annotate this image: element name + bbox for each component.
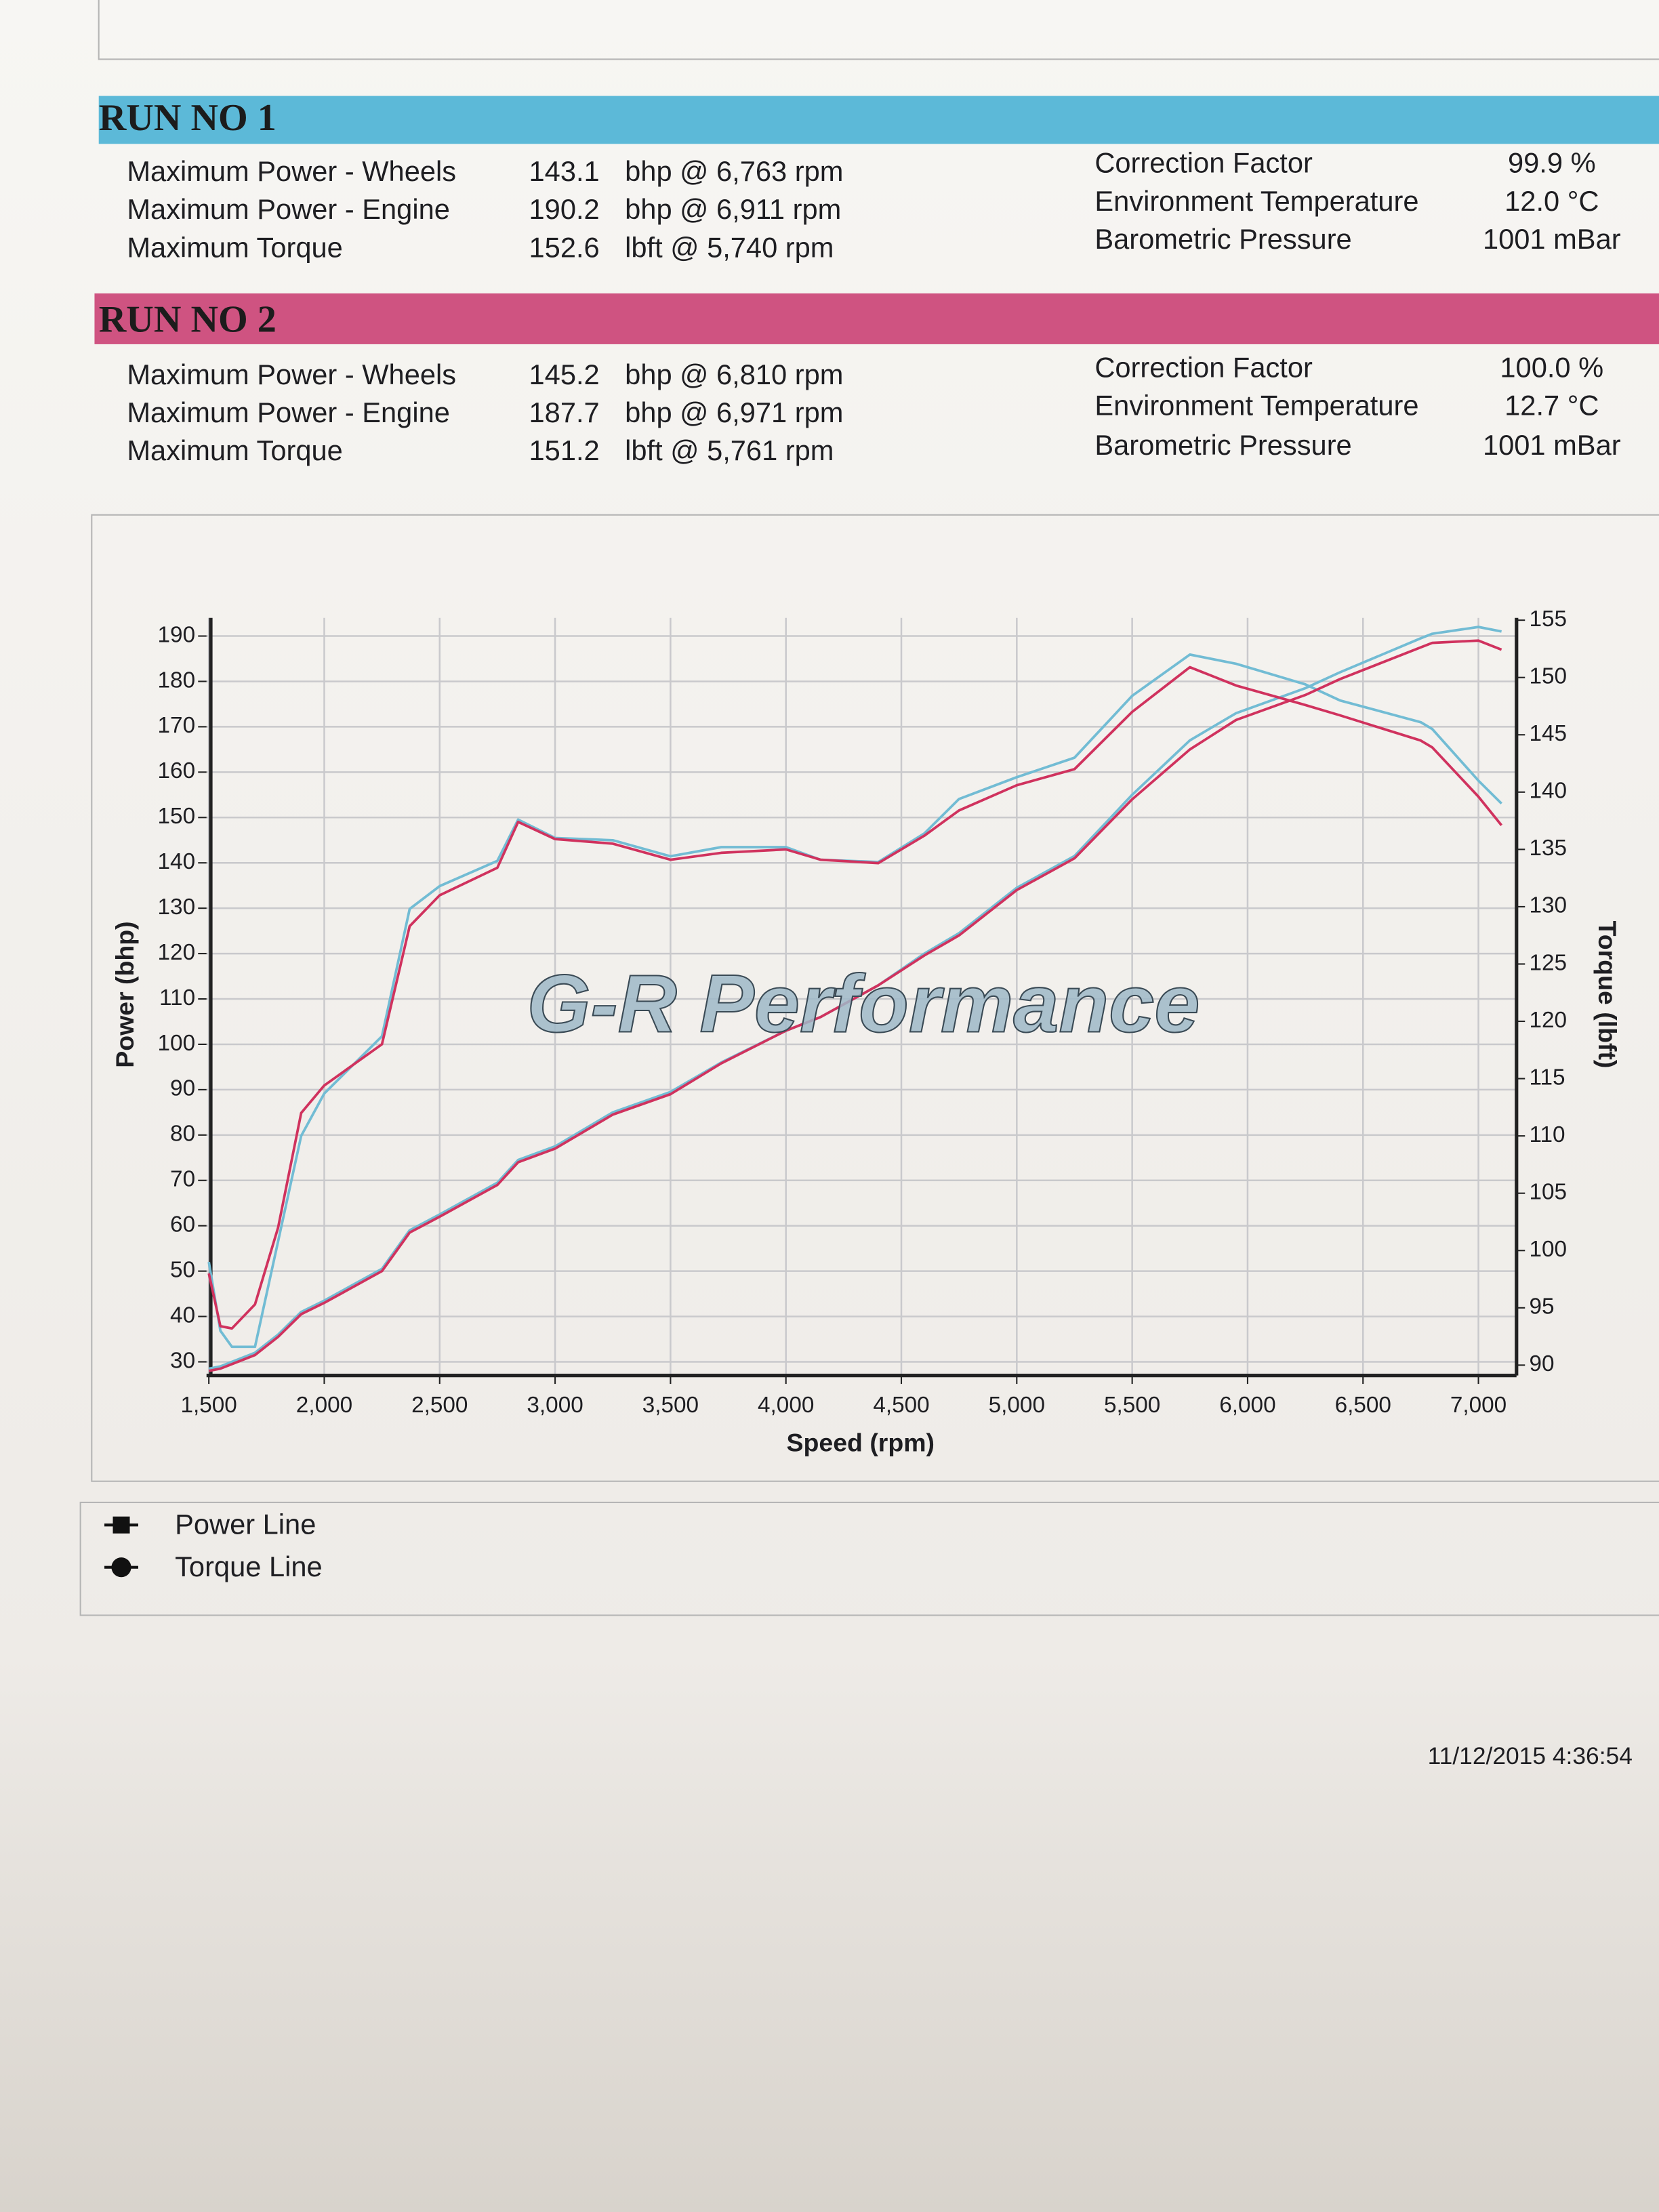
y2-tick-label: 100 — [1529, 1237, 1567, 1262]
run-title: RUN NO 2 — [99, 299, 276, 341]
condition-value: 12.0 °C — [1504, 185, 1599, 217]
timestamp: 11/12/2015 4:36:54 — [1428, 1743, 1633, 1769]
x-tick-label: 3,000 — [527, 1393, 583, 1418]
chart: Speed (rpm) Power (bhp) Torque (lbft) 1,… — [110, 607, 1622, 1457]
legend-circle — [111, 1557, 131, 1578]
run1-band — [98, 96, 1659, 144]
y2-tick-label: 105 — [1529, 1179, 1567, 1204]
row-label: Maximum Power - Wheels — [127, 155, 456, 187]
y-tick-label: 30 — [170, 1348, 195, 1373]
condition-label: Environment Temperature — [1094, 185, 1418, 217]
y-tick-label: 120 — [158, 940, 196, 965]
legend-label: Power Line — [175, 1508, 316, 1540]
y-tick-label: 110 — [159, 985, 195, 1010]
y2-tick-label: 90 — [1529, 1351, 1554, 1376]
condition-value: 12.7 °C — [1504, 390, 1599, 422]
run2-band — [94, 293, 1659, 344]
y-tick-label: 100 — [158, 1031, 196, 1056]
row-value: 187.7 — [529, 396, 600, 428]
y-tick-label: 90 — [170, 1076, 195, 1101]
row-unit: bhp @ 6,763 rpm — [625, 155, 843, 187]
x-tick-label: 2,500 — [411, 1393, 468, 1418]
y-tick-label: 140 — [158, 849, 196, 874]
y2-tick-label: 120 — [1529, 1008, 1567, 1033]
condition-label: Barometric Pressure — [1094, 223, 1351, 255]
y-tick-label: 60 — [170, 1212, 195, 1237]
row-label: Maximum Torque — [127, 231, 342, 263]
row-value: 151.2 — [529, 434, 600, 466]
y2-tick-label: 110 — [1529, 1122, 1565, 1147]
y2-tick-label: 130 — [1529, 893, 1567, 918]
row-label: Maximum Power - Engine — [127, 396, 450, 428]
row-value: 143.1 — [529, 155, 600, 187]
x-tick-label: 3,500 — [642, 1393, 699, 1418]
y2-tick-label: 115 — [1529, 1065, 1565, 1090]
row-unit: lbft @ 5,761 rpm — [625, 434, 834, 466]
x-tick-label: 4,500 — [873, 1393, 929, 1418]
row-label: Maximum Power - Wheels — [127, 359, 456, 390]
x-axis-label: Speed (rpm) — [787, 1428, 935, 1456]
y-tick-label: 70 — [170, 1167, 195, 1192]
row-label: Maximum Power - Engine — [127, 193, 450, 225]
torque-line — [207, 665, 1503, 1330]
y2-tick-label: 140 — [1529, 779, 1567, 804]
legend-box — [79, 1501, 1659, 1616]
top-box — [98, 0, 1659, 60]
power-line — [208, 639, 1502, 1372]
y2-tick-label: 155 — [1529, 607, 1567, 632]
y2-tick-label: 145 — [1529, 721, 1567, 746]
x-tick-label: 6,000 — [1219, 1393, 1275, 1418]
x-tick-label: 2,000 — [296, 1393, 352, 1418]
y2-axis-label: Torque (lbft) — [1593, 921, 1622, 1069]
torque-line — [207, 653, 1502, 1349]
y2-tick-label: 125 — [1529, 950, 1567, 975]
row-value: 152.6 — [529, 231, 600, 263]
y2-tick-label: 135 — [1529, 836, 1567, 861]
x-tick-label: 1,500 — [180, 1393, 237, 1418]
y-tick-label: 180 — [158, 668, 196, 693]
y-tick-label: 40 — [170, 1303, 195, 1328]
condition-label: Environment Temperature — [1094, 390, 1418, 422]
condition-label: Barometric Pressure — [1094, 429, 1351, 461]
watermark: G-R Performance — [527, 958, 1200, 1049]
row-label: Maximum Torque — [127, 434, 342, 466]
row-value: 145.2 — [529, 359, 600, 390]
y-tick-label: 190 — [158, 622, 196, 647]
x-tick-label: 5,500 — [1104, 1393, 1160, 1418]
y-tick-label: 130 — [158, 895, 196, 920]
legend-label: Torque Line — [175, 1551, 323, 1582]
runs: RUN NO 1 Maximum Power - Wheels 143.1 bhp @… — [99, 97, 1621, 466]
run-title: RUN NO 1 — [99, 97, 276, 139]
y-tick-label: 150 — [158, 804, 196, 829]
y-tick-label: 50 — [170, 1257, 195, 1282]
condition-value: 1001 mBar — [1483, 429, 1621, 461]
legend-square — [112, 1516, 130, 1534]
condition-label: Correction Factor — [1094, 351, 1313, 383]
chart-box — [91, 514, 1659, 1482]
x-tick-label: 5,000 — [989, 1393, 1045, 1418]
row-unit: bhp @ 6,911 rpm — [625, 193, 841, 225]
y2-tick-label: 150 — [1529, 663, 1567, 689]
y-axis-label: Power (bhp) — [110, 921, 139, 1067]
row-unit: bhp @ 6,971 rpm — [625, 396, 843, 428]
legend-symbols — [104, 1516, 138, 1578]
x-tick-label: 7,000 — [1450, 1393, 1507, 1418]
y-tick-label: 170 — [158, 713, 196, 738]
row-unit: lbft @ 5,740 rpm — [625, 231, 834, 263]
y2-tick-label: 95 — [1529, 1294, 1554, 1319]
row-unit: bhp @ 6,810 rpm — [625, 359, 843, 390]
x-tick-label: 6,500 — [1335, 1393, 1391, 1418]
row-value: 190.2 — [529, 193, 600, 225]
condition-value: 1001 mBar — [1483, 223, 1621, 255]
condition-value: 100.0 % — [1500, 351, 1603, 383]
y-tick-label: 160 — [158, 758, 196, 783]
condition-value: 99.9 % — [1508, 147, 1596, 179]
y-tick-label: 80 — [170, 1122, 195, 1147]
x-tick-label: 4,000 — [758, 1393, 814, 1418]
condition-label: Correction Factor — [1094, 147, 1313, 179]
